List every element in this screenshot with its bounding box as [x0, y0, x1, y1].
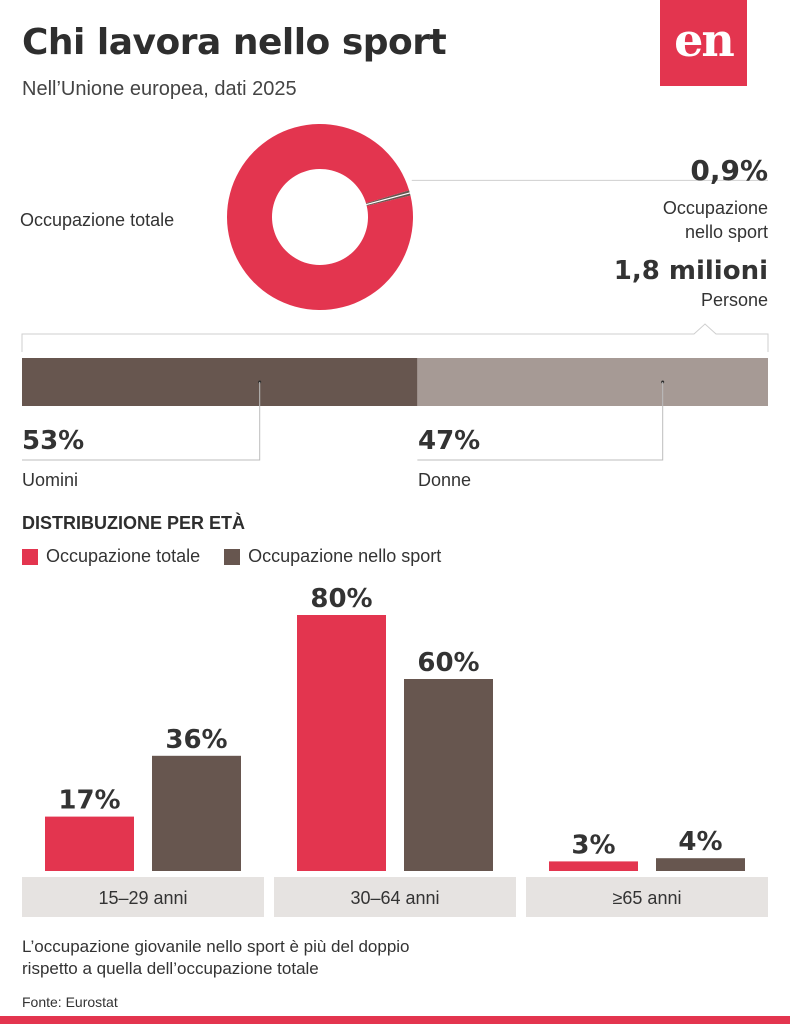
category-label: 15–29 anni [98, 888, 187, 908]
bar-sport [404, 679, 493, 871]
legend-swatch-total [22, 548, 38, 565]
persons-value: 1,8 milioni [613, 256, 768, 286]
legend-label-total: Occupazione totale [46, 546, 201, 566]
brand-logo-text: en [674, 13, 735, 67]
donut-slice-divider [366, 191, 412, 206]
sport-desc-line1: Occupazione [662, 198, 768, 218]
legend-item-sport: Occupazione nello sport [224, 546, 441, 567]
bar-value-label: 80% [310, 584, 372, 614]
bar-value-label: 4% [678, 827, 722, 857]
bar-total [297, 615, 386, 871]
footnote: L’occupazione giovanile nello sport è pi… [22, 936, 582, 980]
men-percentage: 53% [22, 426, 85, 456]
bar-value-label: 17% [58, 786, 120, 816]
bar-total [45, 816, 134, 871]
legend-label-sport: Occupazione nello sport [248, 546, 442, 566]
donut-slice-total [227, 124, 414, 311]
gender-bar-women [417, 358, 768, 406]
legend-item-total: Occupazione totale [22, 546, 200, 567]
footnote-line2: rispetto a quella dell’occupazione total… [22, 959, 319, 978]
gender-women-leader [417, 382, 664, 461]
chart-title: Chi lavora nello sport [22, 22, 447, 63]
bar-sport [152, 755, 241, 871]
sport-share-description: Occupazione nello sport [663, 196, 768, 244]
category-label: 30–64 anni [350, 888, 439, 908]
legend-swatch-sport [224, 548, 241, 565]
age-bar-chart: 15–29 anni 17% 36% 30–64 anni 80% 60% ≥65 anni… [22, 584, 768, 917]
category-label: ≥65 anni [613, 888, 682, 908]
bar-sport [656, 858, 745, 871]
sport-share-value: 0,9% [690, 154, 768, 187]
bar-value-label: 60% [417, 648, 479, 678]
footnote-line1: L’occupazione giovanile nello sport è pi… [22, 937, 410, 956]
men-label: Uomini [22, 470, 79, 490]
bar-total [549, 861, 638, 871]
chart-subtitle: Nell’Unione europea, dati 2025 [22, 78, 297, 100]
category-band [274, 877, 516, 917]
persons-label: Persone [700, 290, 768, 310]
gender-bracket [21, 323, 769, 352]
gender-bar-men [22, 358, 418, 406]
brand-logo: en [660, 0, 747, 86]
bottom-accent-rule [0, 1016, 790, 1024]
age-section-title: DISTRIBUZIONE PER ETÀ [22, 513, 246, 533]
category-band [22, 877, 264, 917]
source-note: Fonte: Eurostat [22, 994, 118, 1010]
bar-value-label: 3% [571, 830, 615, 860]
women-percentage: 47% [418, 426, 481, 456]
gender-split-bar [21, 323, 769, 461]
donut-total-label: Occupazione totale [20, 210, 175, 230]
category-band [526, 877, 768, 917]
women-label: Donne [418, 470, 472, 490]
gender-men-leader [22, 382, 261, 461]
sport-desc-line2: nello sport [684, 222, 768, 242]
bar-value-label: 36% [165, 725, 227, 755]
donut-chart [227, 124, 768, 311]
chart-legend: Occupazione totale Occupazione nello spo… [22, 546, 465, 567]
